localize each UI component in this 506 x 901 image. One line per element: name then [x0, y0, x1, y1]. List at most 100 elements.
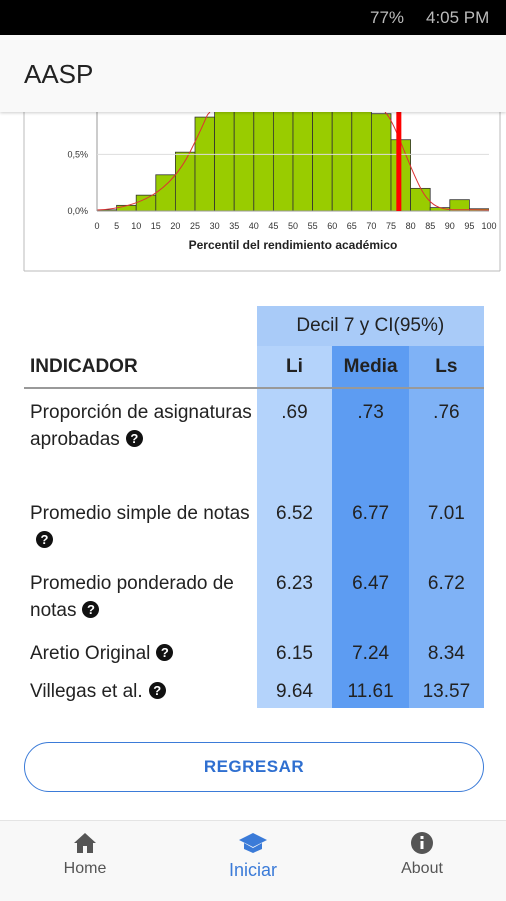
cell-text: 6.15 [276, 643, 313, 664]
table-row: Aretio Original? 6.15 7.24 8.34 [24, 630, 484, 668]
indicator-cell: INDICADOR [24, 346, 257, 388]
home-icon [74, 833, 96, 853]
cell-text: 9.64 [276, 681, 313, 702]
x-tick-label: 10 [131, 221, 141, 231]
y-tick-label: 0,5% [67, 149, 88, 159]
value-cell: 9.64 [256, 668, 333, 708]
indicator-cell: Promedio ponderado de notas? [24, 560, 257, 630]
cell-text: 7.24 [352, 643, 390, 664]
bar [292, 112, 314, 212]
info-icon [411, 832, 433, 854]
bar [253, 112, 274, 212]
cell-text: Aretio Original [30, 643, 151, 664]
x-tick-label: 15 [151, 221, 161, 231]
value-cell: 6.72 [408, 560, 484, 630]
cell-text: 8.34 [427, 643, 465, 664]
value-cell: .76 [408, 388, 484, 490]
value-cell: 6.47 [332, 560, 409, 630]
cell-text: 13.57 [422, 681, 471, 702]
nav-home[interactable]: Home [25, 831, 145, 878]
results-table: Decil 7 y CI(95%) INDICADOR Li Media Ls Pro… [24, 306, 484, 708]
back-button[interactable]: REGRESAR [24, 742, 484, 792]
y-tick-label: 0,0% [67, 206, 88, 216]
cell-text: Ls [435, 355, 458, 377]
bar [233, 112, 255, 212]
cell-text: 6.77 [352, 503, 390, 524]
info-icon[interactable]: ? [148, 682, 166, 699]
bar [331, 112, 353, 212]
info-icon[interactable]: ? [125, 430, 143, 447]
x-tick-label: 100 [481, 221, 496, 231]
x-tick-label: 35 [229, 221, 239, 231]
x-tick-label: 5 [114, 221, 119, 231]
x-tick-label: 70 [366, 221, 376, 231]
cell-text: Promedio simple de notas [30, 503, 250, 524]
cell-text: Proporción de asignaturas aprobadas [30, 402, 252, 450]
table-row: Proporción de asignaturas aprobadas? .69.… [24, 388, 484, 490]
x-tick-label: 45 [268, 221, 278, 231]
x-tick-label: 50 [288, 221, 298, 231]
x-tick-label: 80 [406, 221, 416, 231]
value-cell: 8.34 [408, 630, 484, 668]
x-tick-label: 85 [425, 221, 435, 231]
bar [410, 187, 431, 212]
nav-label: Iniciar [228, 860, 277, 880]
nav-about[interactable]: About [362, 831, 482, 878]
x-tick-label: 20 [170, 221, 180, 231]
bottom-nav: Home Iniciar About [0, 820, 506, 901]
school-icon [239, 833, 267, 853]
x-axis-label: Percentil del rendimiento académico [189, 238, 398, 252]
bar [194, 116, 216, 212]
nav-start[interactable]: Iniciar [193, 831, 313, 881]
cell-text: Media [343, 355, 398, 377]
cell-text: .76 [433, 402, 460, 423]
info-icon[interactable]: ? [36, 531, 53, 548]
histogram: Percentil del rendimiento académico 0,0%… [23, 112, 501, 272]
cell-text: Promedio ponderado de notas [30, 573, 234, 621]
status-bar: 77% 4:05 PM [0, 0, 506, 35]
cell-text: .73 [357, 402, 384, 423]
value-cell: 7.01 [408, 490, 484, 560]
value-cell: .73 [332, 388, 409, 490]
value-cell: Ls [408, 346, 484, 388]
info-icon[interactable]: ? [156, 644, 174, 661]
cell-text: .69 [281, 402, 308, 423]
bar [135, 194, 157, 212]
cell-text: INDICADOR [30, 355, 138, 377]
value-cell: 13.57 [408, 668, 484, 708]
value-cell: .69 [256, 388, 333, 490]
x-tick-label: 60 [327, 221, 337, 231]
table-row: Promedio simple de notas? 6.52 6.77 7.01 [24, 490, 484, 560]
app-title: AASP [24, 59, 94, 89]
value-cell: 7.24 [332, 630, 409, 668]
value-cell: 6.23 [256, 560, 333, 630]
info-icon[interactable]: ? [82, 601, 100, 618]
bar [370, 113, 392, 212]
battery: 77% [370, 8, 405, 27]
cell-text: 6.72 [427, 573, 465, 594]
bar [351, 112, 372, 212]
cell-text: Villegas et al. [30, 681, 143, 702]
group-header: Decil 7 y CI(95%) [256, 306, 484, 346]
indicator-cell: Villegas et al.? [24, 668, 257, 708]
value-cell: 6.77 [332, 490, 409, 560]
bar [214, 112, 235, 212]
cell-text: 6.47 [352, 573, 390, 594]
nav-label: Home [63, 860, 107, 877]
clock: 4:05 PM [426, 8, 490, 27]
x-tick-label: 75 [386, 221, 396, 231]
indicator-cell: Promedio simple de notas? [24, 490, 257, 560]
value-cell: 6.52 [256, 490, 333, 560]
x-tick-label: 65 [347, 221, 357, 231]
indicator-cell: Proporción de asignaturas aprobadas? [24, 388, 257, 490]
cell-text: 11.61 [347, 681, 394, 702]
value-cell: Li [256, 346, 333, 388]
x-tick-label: 95 [464, 221, 474, 231]
bar [155, 174, 176, 212]
cell-text: Li [286, 355, 303, 377]
value-cell: 6.15 [256, 630, 333, 668]
nav-label: About [401, 860, 443, 877]
x-tick-label: 25 [190, 221, 200, 231]
cell-text: 6.52 [276, 503, 313, 524]
